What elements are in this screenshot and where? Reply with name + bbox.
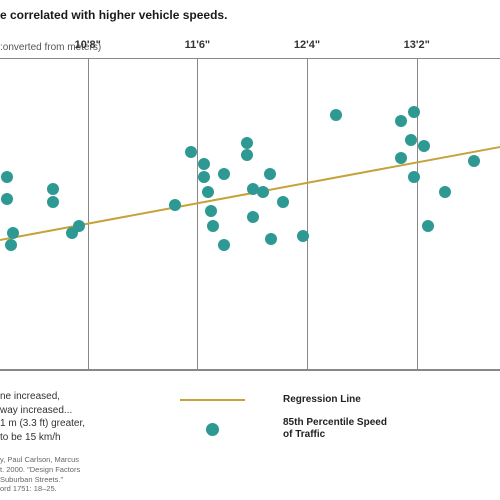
data-point — [198, 171, 210, 183]
data-point — [1, 193, 13, 205]
data-point — [241, 137, 253, 149]
data-point — [169, 199, 181, 211]
data-point — [257, 186, 269, 198]
data-point — [5, 239, 17, 251]
gridline — [197, 59, 198, 369]
data-point — [7, 227, 19, 239]
data-point — [198, 158, 210, 170]
data-point — [73, 220, 85, 232]
data-point — [47, 196, 59, 208]
x-tick-label: 13'2" — [404, 39, 430, 51]
data-point — [408, 171, 420, 183]
data-point — [297, 230, 309, 242]
gridline — [88, 59, 89, 369]
chart-title: e correlated with higher vehicle speeds. — [0, 8, 227, 22]
legend-line-label: Regression Line — [283, 394, 361, 407]
data-point — [264, 168, 276, 180]
data-point — [47, 183, 59, 195]
chart-container: e correlated with higher vehicle speeds.… — [0, 0, 500, 500]
x-tick-label: 10'8" — [75, 39, 101, 51]
quote-text: ne increased, way increased... 1 m (3.3 … — [0, 390, 150, 444]
data-point — [185, 146, 197, 158]
data-point — [247, 211, 259, 223]
legend-regression: Regression Line — [180, 394, 393, 407]
data-point — [330, 109, 342, 121]
data-point — [405, 134, 417, 146]
gridline — [307, 59, 308, 369]
legend-points: 85th Percentile Speed of Traffic — [180, 417, 393, 442]
data-point — [422, 220, 434, 232]
legend-line-swatch — [180, 399, 245, 401]
data-point — [218, 239, 230, 251]
data-point — [202, 186, 214, 198]
footer: ne increased, way increased... 1 m (3.3 … — [0, 390, 500, 500]
citation-text: y, Paul Carlson, Marcus t. 2000. "Design… — [0, 455, 220, 494]
data-point — [1, 171, 13, 183]
data-point — [408, 106, 420, 118]
data-point — [207, 220, 219, 232]
legend-dot-swatch — [206, 423, 219, 436]
x-tick-label: 11'6" — [185, 39, 211, 51]
data-point — [395, 152, 407, 164]
plot-area: 10'8"11'6"12'4"13'2" — [0, 58, 500, 371]
data-point — [468, 155, 480, 167]
data-point — [265, 233, 277, 245]
data-point — [205, 205, 217, 217]
data-point — [218, 168, 230, 180]
data-point — [395, 115, 407, 127]
data-point — [439, 186, 451, 198]
legend-dot-label: 85th Percentile Speed of Traffic — [283, 417, 393, 442]
data-point — [418, 140, 430, 152]
legend: Regression Line 85th Percentile Speed of… — [180, 394, 393, 452]
data-point — [241, 149, 253, 161]
x-tick-label: 12'4" — [294, 39, 320, 51]
data-point — [277, 196, 289, 208]
